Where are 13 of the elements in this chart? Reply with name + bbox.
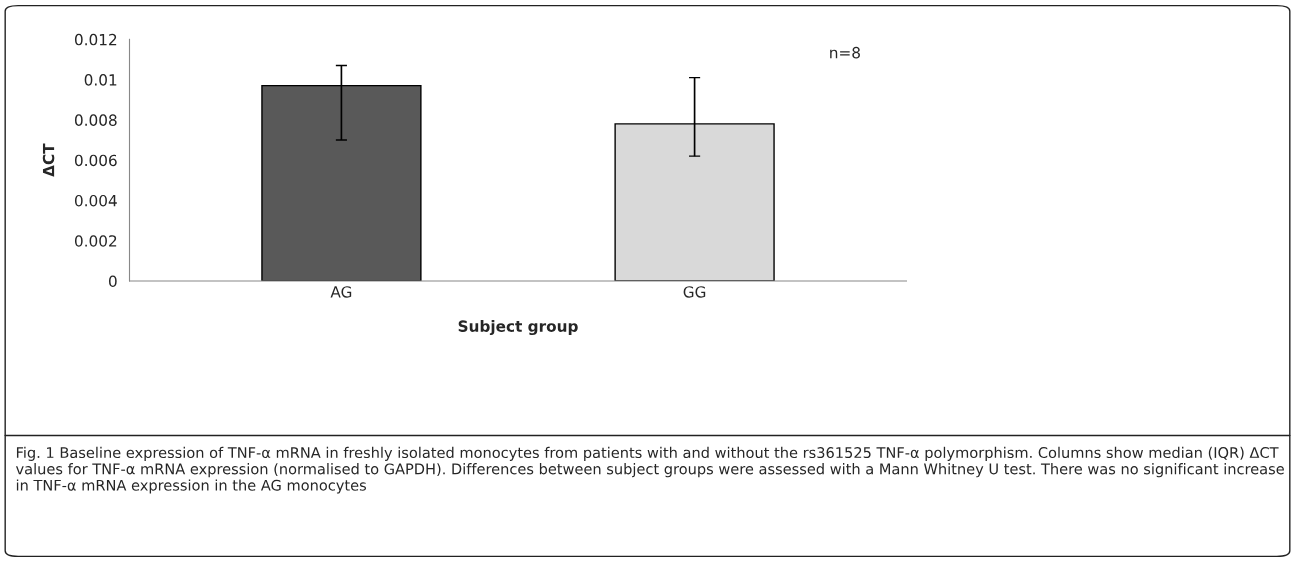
x-tick-label: AG bbox=[330, 286, 352, 298]
y-tick-label: 0.01 bbox=[84, 74, 117, 86]
y-tick-label: 0.008 bbox=[74, 114, 117, 126]
caption: Fig. 1 Baseline expression of TNF-α mRNA in freshly isolated monocytes from patients with and without the rs361525 TNF-α polymorphism. Columns show median (IQR) ΔCT values for TNF-α mRNA expression (normalised to GAPDH). Differences between subject groups were assessed with a Mann Whitney U test. There was no significant increase in TNF-α mRNA expression in the AG monocytes bbox=[15, 446, 1284, 494]
y-tick-label: 0.004 bbox=[74, 194, 117, 207]
y-tick-label: 0.002 bbox=[74, 235, 117, 247]
annotation: n=8 bbox=[830, 46, 860, 59]
y-tick-label: 0.006 bbox=[74, 154, 117, 167]
y-tick-label: 0.012 bbox=[74, 33, 117, 46]
x-tick-label: GG bbox=[683, 286, 706, 298]
y-tick-label: 0 bbox=[108, 275, 117, 288]
y-axis-title: ΔCT bbox=[42, 143, 55, 177]
x-axis-title: Subject group bbox=[458, 320, 578, 335]
